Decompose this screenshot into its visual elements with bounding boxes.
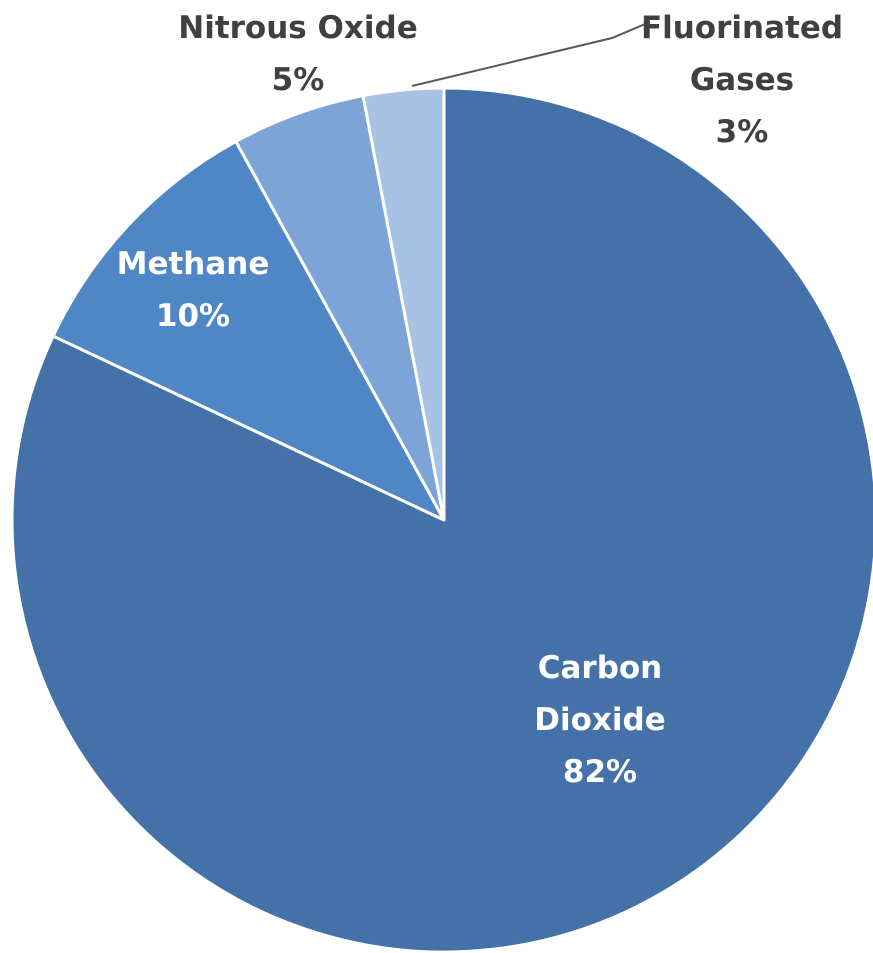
leader-lines: [411, 21, 651, 87]
slice-name-methane: Methane: [117, 246, 270, 282]
slice-label-nitrous-oxide: Nitrous Oxide 5%: [178, 10, 417, 98]
slice-labels: Carbon Dioxide 82% Methane 10% Nitrous Oxide 5…: [117, 10, 843, 790]
slice-name-nitrous-oxide: Nitrous Oxide: [178, 10, 417, 46]
slice-value-fluorinated-gases: 3%: [716, 114, 769, 150]
slice-label-carbon-dioxide: Carbon Dioxide 82%: [534, 650, 666, 790]
slice-name-fluorinated-gases: Fluorinated: [641, 10, 843, 46]
slice-name-fluorinated-gases: Gases: [690, 62, 794, 98]
slice-label-fluorinated-gases: Fluorinated Gases 3%: [641, 10, 843, 150]
pie-slice-fluorinated-gases: [361, 86, 446, 522]
slice-name-carbon-dioxide: Dioxide: [534, 702, 666, 738]
pie-slice-methane: [51, 139, 446, 522]
leader-line-fluorinated-gases: [411, 21, 651, 87]
slice-label-methane: Methane 10%: [117, 246, 270, 334]
slice-value-carbon-dioxide: 82%: [563, 754, 637, 790]
pie-slices: [10, 86, 873, 953]
slice-value-methane: 10%: [156, 298, 230, 334]
slice-name-carbon-dioxide: Carbon: [538, 650, 663, 686]
slice-value-nitrous-oxide: 5%: [272, 62, 325, 98]
